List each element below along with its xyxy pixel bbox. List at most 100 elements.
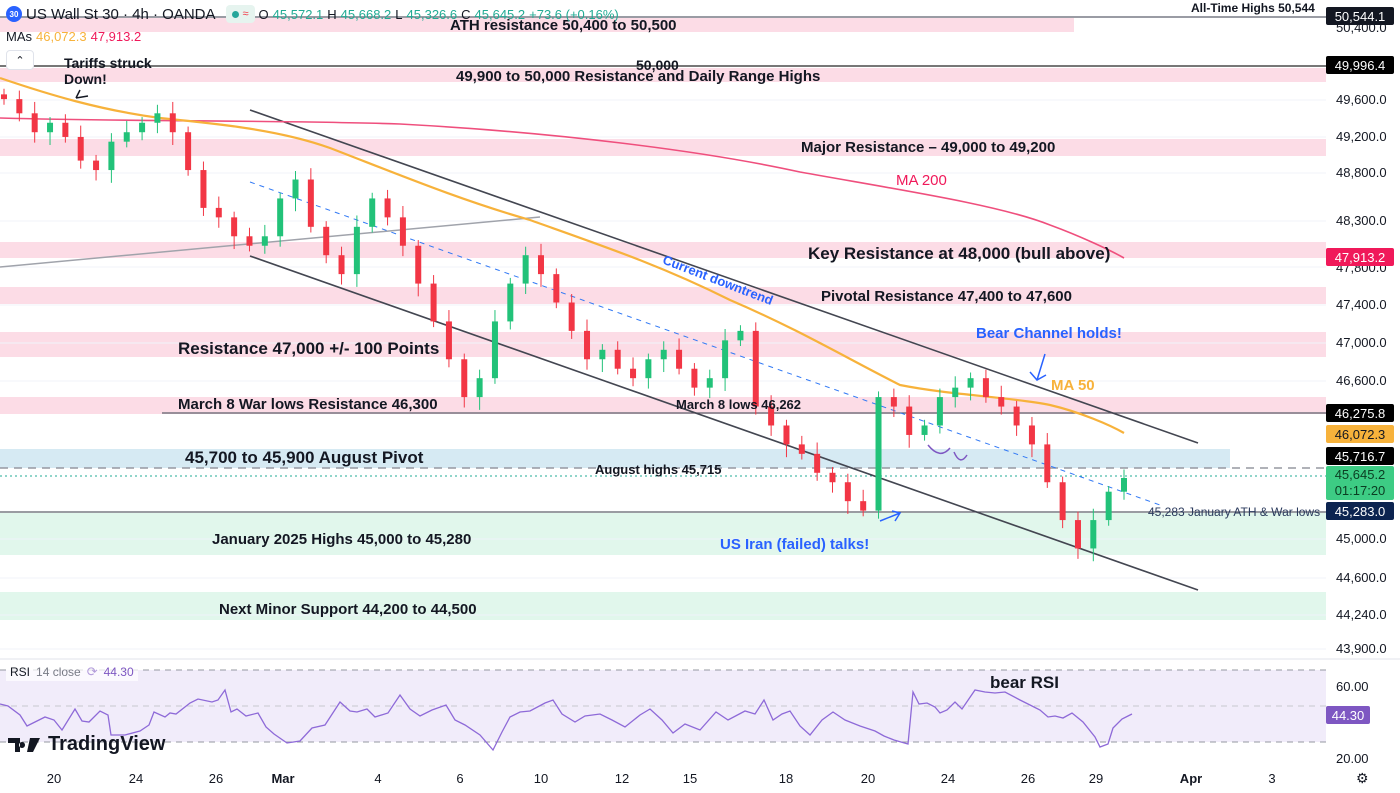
symbol-title[interactable]: US Wall St 30 · 4h · OANDA <box>26 5 216 23</box>
aug-high-tag: 45,716.7 <box>1326 447 1394 465</box>
range-highs-label: 49,900 to 50,000 Resistance and Daily Ra… <box>456 68 821 85</box>
price-tick: 47,000.0 <box>1336 335 1387 350</box>
fifty-k-label: 50,000 <box>636 57 679 73</box>
tradingview-logo[interactable]: TradingView <box>8 733 165 756</box>
rsi-params: 14 close <box>36 665 81 679</box>
price-tick: 49,600.0 <box>1336 92 1387 107</box>
time-tick: 20 <box>46 771 62 786</box>
time-tick: Apr <box>1179 771 1203 786</box>
minor-support-label: Next Minor Support 44,200 to 44,500 <box>219 601 477 618</box>
high-value: 45,668.2 <box>340 6 392 22</box>
time-tick: 18 <box>778 771 794 786</box>
key-resistance-label: Key Resistance at 48,000 (bull above) <box>808 244 1111 263</box>
jan-ath-label: 45,283 January ATH & War lows <box>1148 505 1321 519</box>
time-tick: Mar <box>271 771 295 786</box>
mas-label: MAs <box>6 29 32 44</box>
last-price-tag: 45,645.2 01:17:20 <box>1326 466 1394 500</box>
august-pivot-zone <box>0 449 1230 468</box>
pivotal-resistance-zone <box>0 287 1326 304</box>
symbol-legend: 30 US Wall St 30 · 4h · OANDA ≈ O 45,572.… <box>6 5 619 23</box>
low-value: 45,326.6 <box>406 6 458 22</box>
ma-legend[interactable]: MAs 46,072.3 47,913.2 <box>6 29 141 44</box>
iran-talks-label: US Iran (failed) talks! <box>720 536 870 553</box>
ma200-tag: 47,913.2 <box>1326 248 1394 266</box>
gear-icon[interactable]: ⚙ <box>1356 770 1369 786</box>
price-tick: 44,240.0 <box>1336 607 1387 622</box>
price-tick: 46,600.0 <box>1336 373 1387 388</box>
august-pivot-label: 45,700 to 45,900 August Pivot <box>185 448 424 467</box>
ma50-tag: 46,072.3 <box>1326 425 1394 443</box>
market-open-icon <box>231 10 239 18</box>
march8-zone <box>0 397 1326 414</box>
rsi-value-tag: 44.30 <box>1326 706 1370 724</box>
march8-tag: 46,275.8 <box>1326 404 1394 422</box>
time-tick: 12 <box>614 771 630 786</box>
time-tick: 6 <box>456 771 464 786</box>
last-price-value: 45,645.2 <box>1334 467 1386 482</box>
august-highs-label: August highs 45,715 <box>595 462 722 477</box>
ath-label: All-Time Highs 50,544 <box>1191 1 1315 15</box>
rsi-label: RSI <box>10 665 31 679</box>
january-highs-zone <box>0 513 1326 555</box>
time-tick: 15 <box>682 771 698 786</box>
march8-lows-label: March 8 lows 46,262 <box>676 397 802 412</box>
time-tick: 26 <box>1020 771 1036 786</box>
ma200-legend-value: 47,913.2 <box>90 29 142 44</box>
price-tick: 48,300.0 <box>1336 213 1387 228</box>
jan-ath-tag: 45,283.0 <box>1326 502 1394 520</box>
rsi-legend[interactable]: RSI 14 close ⟳ 44.30 <box>6 663 138 681</box>
time-tick: 3 <box>1268 771 1276 786</box>
ath-resistance-zone <box>0 18 1074 32</box>
january-highs-label: January 2025 Highs 45,000 to 45,280 <box>212 531 472 548</box>
rsi-tick: 60.00 <box>1336 679 1369 694</box>
march8-war-label: March 8 War lows Resistance 46,300 <box>178 396 438 413</box>
price-tick: 43,900.0 <box>1336 641 1387 656</box>
bar-countdown: 01:17:20 <box>1334 483 1386 498</box>
time-tick: 29 <box>1088 771 1104 786</box>
close-value: 45,645.2 <box>474 6 526 22</box>
ma50-legend-value: 46,072.3 <box>36 29 87 44</box>
bear-channel-label: Bear Channel holds! <box>976 325 1122 342</box>
minor-support-zone <box>0 592 1326 620</box>
time-tick: 10 <box>533 771 549 786</box>
range-highs-zone <box>0 68 1326 82</box>
chevron-up-icon: ⌃ <box>15 54 25 67</box>
price-tick: 45,000.0 <box>1336 531 1387 546</box>
major-resistance-label: Major Resistance – 49,000 to 49,200 <box>801 139 1056 156</box>
collapse-legend-button[interactable]: ⌃ <box>6 50 34 70</box>
time-tick: 4 <box>374 771 382 786</box>
symbol-badge: 30 <box>6 6 22 22</box>
rsi-tick: 20.00 <box>1336 751 1369 766</box>
market-status-pill[interactable]: ≈ <box>225 5 255 23</box>
price-tick: 44,600.0 <box>1336 570 1387 585</box>
time-tick: 24 <box>940 771 956 786</box>
refresh-icon[interactable]: ⟳ <box>86 664 98 679</box>
price-tick: 48,800.0 <box>1336 165 1387 180</box>
price-tick: 49,200.0 <box>1336 129 1387 144</box>
bear-rsi-label: bear RSI <box>990 673 1059 692</box>
key-resistance-zone <box>0 242 1326 258</box>
time-tick: 20 <box>860 771 876 786</box>
low-label: L <box>395 6 403 22</box>
major-resistance-zone <box>0 139 1326 156</box>
tradingview-logo-icon <box>8 737 40 752</box>
resistance-47k-label: Resistance 47,000 +/- 100 Points <box>178 339 440 358</box>
close-label: C <box>461 6 471 22</box>
tradingview-logo-text: TradingView <box>48 733 166 755</box>
time-tick: 24 <box>128 771 144 786</box>
candlesticks <box>1 88 1127 562</box>
ath-resistance-label: ATH resistance 50,400 to 50,500 <box>450 17 677 34</box>
tariffs-label: Tariffs struck Down! <box>64 55 152 87</box>
pivotal-resistance-label: Pivotal Resistance 47,400 to 47,600 <box>821 288 1072 305</box>
price-tick: 47,400.0 <box>1336 297 1387 312</box>
rsi-legend-value: 44.30 <box>103 665 134 679</box>
round-50k-tag: 49,996.4 <box>1326 56 1394 74</box>
ath-tag: 50,544.1 <box>1326 7 1394 25</box>
time-tick: 26 <box>208 771 224 786</box>
open-label: O <box>258 6 269 22</box>
approx-icon: ≈ <box>242 8 249 20</box>
change-value: +73.6 (+0.16%) <box>529 6 619 22</box>
high-label: H <box>327 6 337 22</box>
ma200-label: MA 200 <box>896 172 947 189</box>
